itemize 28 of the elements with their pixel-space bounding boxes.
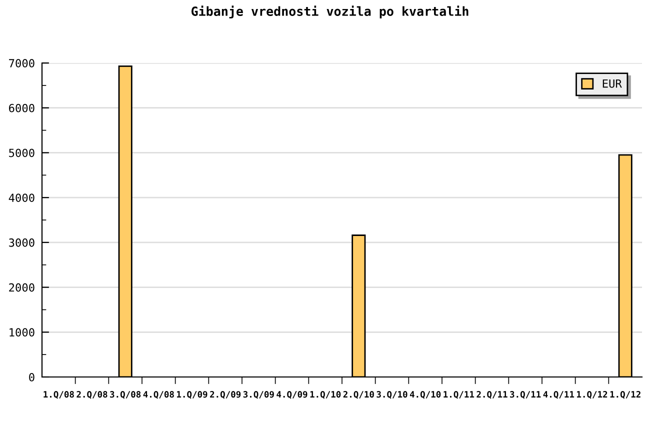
x-tick-label: 4.Q/09 xyxy=(276,391,308,399)
x-tick-label: 1.Q/10 xyxy=(310,391,341,399)
x-tick-label: 1.Q/09 xyxy=(177,391,208,399)
x-tick-label: 1.Q/12 xyxy=(577,391,608,399)
y-tick-label: 4000 xyxy=(8,194,34,202)
x-tick-label: 3.Q/08 xyxy=(110,391,141,399)
x-tick-label: 4.Q/08 xyxy=(143,391,174,399)
y-tick-label: 1000 xyxy=(10,328,34,337)
x-tick-label: 4.Q/10 xyxy=(410,391,441,399)
y-tick-label: 3000 xyxy=(9,238,34,247)
y-tick-label: 6000 xyxy=(9,104,34,112)
x-tick-label: 2.Q/11 xyxy=(476,391,508,399)
x-tick-label: 2.Q/09 xyxy=(210,391,241,399)
y-tick-label: 2000 xyxy=(9,283,34,292)
x-tick-label: 3.Q/11 xyxy=(510,391,541,399)
y-tick-label: 0 xyxy=(29,373,34,382)
x-tick-label: 1.Q/12 xyxy=(610,391,640,399)
x-tick-label: 3.Q/10 xyxy=(376,391,408,399)
y-tick-label: 5000 xyxy=(9,148,34,158)
y-tick-label: 7000 xyxy=(9,59,34,68)
x-tick-label: 1.Q/11 xyxy=(444,391,474,399)
x-tick-label: 2.Q/08 xyxy=(76,391,108,399)
x-tick-label: 2.Q/10 xyxy=(343,391,374,399)
x-tick-label: 1.Q/08 xyxy=(44,391,74,399)
chart-title: Gibanje vrednosti vozila po kvartalih xyxy=(191,6,468,18)
x-tick-label: 3.Q/09 xyxy=(243,391,274,399)
legend-label: EUR xyxy=(602,80,622,88)
x-tick-label: 4.Q/11 xyxy=(543,391,574,399)
